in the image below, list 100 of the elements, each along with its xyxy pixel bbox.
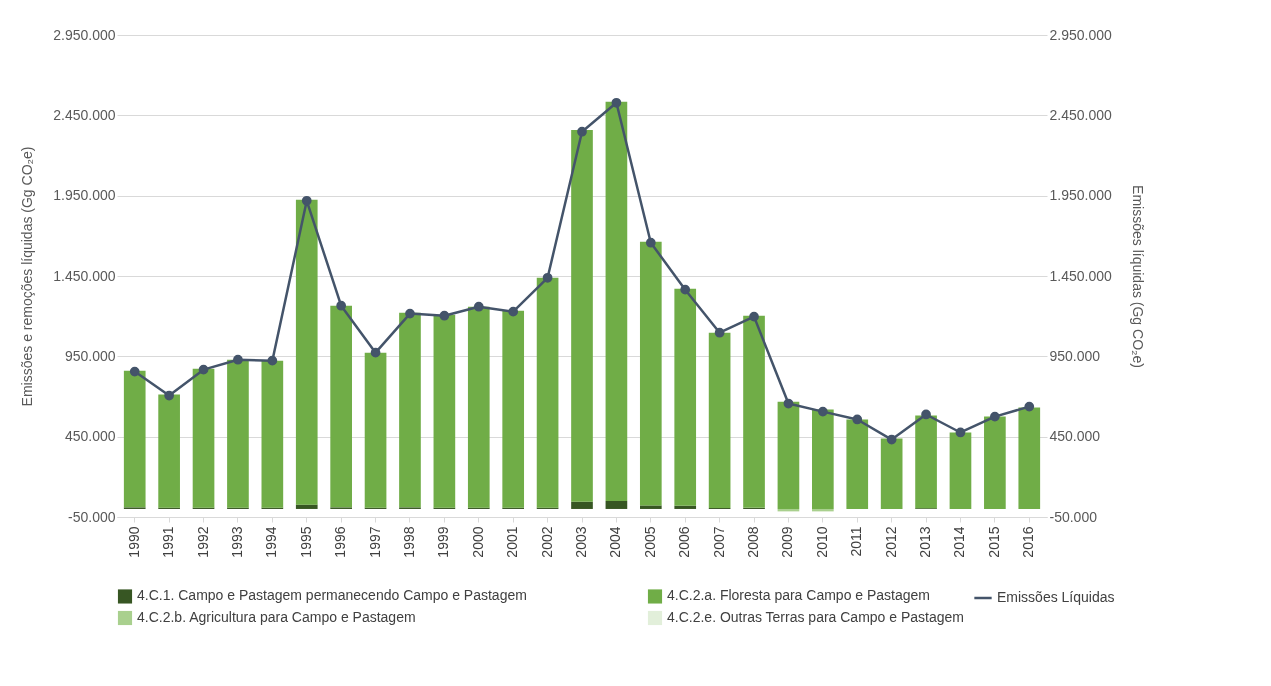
point — [405, 308, 415, 319]
bar — [123, 370, 146, 508]
x-tick-label: 1993 — [228, 526, 245, 558]
bar — [330, 305, 352, 508]
y-tick-label: 1.950.000 — [53, 187, 116, 204]
bar — [571, 129, 593, 502]
y2-axis-title: Emissões líquidas (Gg CO₂e) — [1129, 185, 1146, 368]
bar — [1018, 407, 1041, 509]
bar — [295, 504, 318, 509]
bar — [364, 352, 387, 508]
point — [955, 427, 966, 438]
x-tick-label: 2005 — [641, 526, 658, 558]
x-tick-label: 2012 — [882, 526, 899, 558]
bar — [984, 416, 1006, 509]
point — [921, 409, 931, 420]
x-tick-label: 2003 — [573, 526, 589, 558]
bar — [261, 360, 284, 508]
bar — [674, 288, 697, 506]
bar — [846, 419, 869, 509]
y-tick-label: 2.450.000 — [53, 106, 116, 123]
point — [645, 237, 656, 248]
point — [1024, 401, 1035, 412]
point — [886, 434, 897, 445]
point — [990, 411, 1000, 422]
bar — [536, 277, 559, 508]
x-tick-label: 2001 — [504, 526, 521, 558]
x-tick-label: 2007 — [710, 526, 727, 558]
x-tick-label: 1998 — [400, 526, 417, 558]
y-tick-label: 950.000 — [64, 347, 116, 364]
x-tick-label: 2008 — [745, 526, 762, 558]
bar — [571, 501, 593, 509]
x-tick-label: 2015 — [985, 526, 1002, 558]
point — [749, 311, 759, 322]
y2-tick-label: -50.000 — [1049, 508, 1098, 525]
y-tick-label: 2.950.000 — [53, 26, 116, 43]
bar — [399, 312, 421, 508]
x-tick-label: 2013 — [917, 526, 934, 558]
point — [577, 126, 587, 137]
x-tick-label: 1991 — [160, 526, 177, 558]
point — [370, 347, 381, 358]
point — [233, 354, 243, 365]
x-tick-label: 2000 — [469, 526, 486, 558]
y2-tick-label: 2.950.000 — [1049, 26, 1112, 43]
bar — [227, 359, 249, 508]
point — [817, 406, 828, 417]
legend-label: 4.C.2.e. Outras Terras para Campo e Pastagem — [667, 609, 964, 625]
x-tick-label: 2016 — [1020, 526, 1037, 558]
point — [542, 272, 553, 283]
y2-tick-label: 1.450.000 — [1049, 267, 1112, 284]
point — [508, 306, 519, 317]
x-tick-label: 2002 — [538, 526, 555, 558]
point — [164, 390, 174, 401]
bar — [467, 306, 490, 508]
point — [473, 301, 484, 312]
bar — [880, 438, 903, 509]
y-tick-label: 1.450.000 — [53, 267, 116, 284]
x-tick-label: 2010 — [813, 526, 830, 558]
y-axis-title: Emissões e remoções líquidas (Gg CO₂e) — [19, 146, 36, 407]
x-tick-label: 1995 — [297, 526, 314, 558]
bar — [639, 241, 662, 506]
x-tick-label: 1994 — [263, 526, 280, 558]
bar — [605, 500, 628, 509]
y2-tick-label: 950.000 — [1049, 347, 1101, 364]
bar — [674, 505, 697, 509]
bar — [502, 310, 525, 508]
x-tick-label: 2004 — [607, 526, 624, 558]
point — [129, 366, 140, 377]
bar — [192, 368, 215, 508]
point — [439, 310, 450, 321]
bar — [433, 314, 456, 508]
x-tick-label: 1996 — [332, 526, 349, 558]
x-tick-label: 1997 — [366, 526, 383, 558]
point — [680, 284, 691, 295]
point — [336, 300, 347, 311]
bar — [949, 432, 972, 509]
x-tick-label: 2009 — [779, 526, 796, 558]
y-tick-label: 450.000 — [64, 428, 116, 445]
legend-label: 4.C.1. Campo e Pastagem permanecendo Campo e Pastagem — [137, 587, 527, 604]
bar — [915, 415, 937, 509]
y2-tick-label: 1.950.000 — [1049, 187, 1112, 204]
x-tick-label: 2006 — [676, 526, 693, 558]
point — [267, 355, 278, 366]
bar — [777, 401, 800, 509]
bar — [743, 315, 765, 508]
legend-label: Emissões Líquidas — [997, 589, 1115, 605]
x-tick-label: 2014 — [951, 526, 968, 558]
y2-tick-label: 2.450.000 — [1049, 106, 1112, 123]
legend-label: 4.C.2.b. Agricultura para Campo e Pastagem — [137, 609, 416, 625]
point — [852, 414, 863, 425]
bar — [295, 199, 318, 505]
bar — [605, 101, 628, 501]
point — [714, 327, 725, 338]
y-tick-label: -50.000 — [68, 508, 116, 525]
x-tick-label: 1990 — [125, 526, 142, 558]
bar — [158, 394, 180, 508]
point — [611, 97, 622, 108]
bar — [639, 505, 662, 509]
x-tick-label: 1999 — [435, 526, 452, 558]
point — [783, 398, 794, 409]
bar — [812, 409, 834, 509]
